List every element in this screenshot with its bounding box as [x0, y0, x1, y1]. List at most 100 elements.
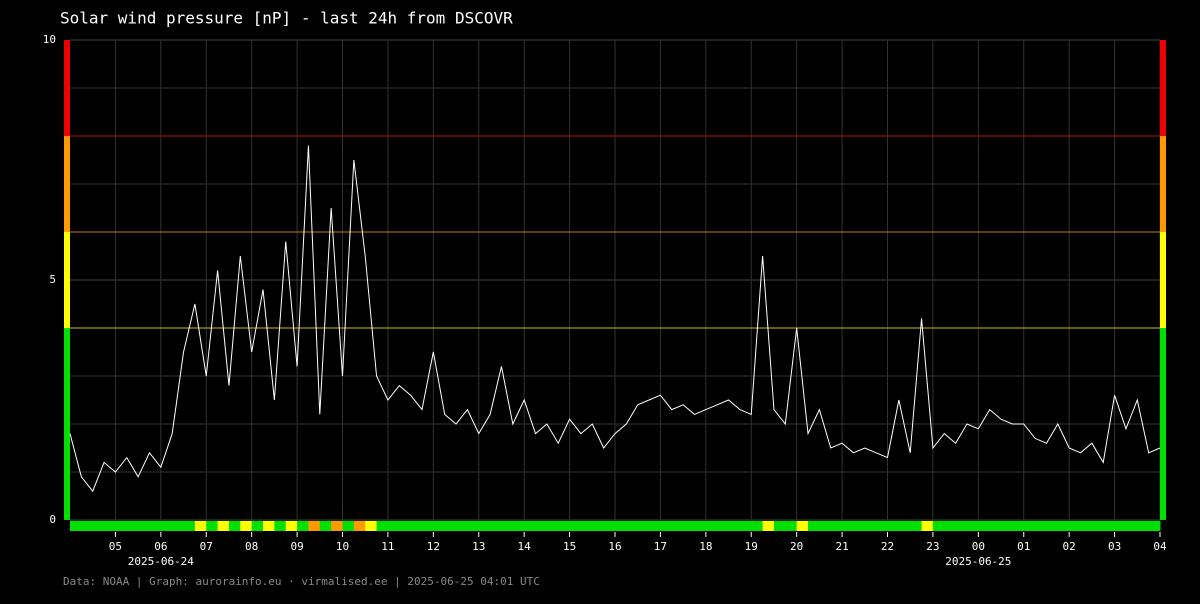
- status-strip: [751, 521, 764, 531]
- status-strip: [649, 521, 661, 531]
- status-strip: [910, 521, 923, 531]
- x-tick-label: 18: [699, 540, 712, 553]
- x-tick-label: 11: [381, 540, 394, 553]
- status-strip: [660, 521, 673, 531]
- status-strip: [819, 521, 832, 531]
- status-strip: [240, 521, 253, 531]
- status-strip: [365, 521, 378, 531]
- x-tick-label: 16: [608, 540, 621, 553]
- status-strip: [580, 521, 593, 531]
- status-strip: [535, 521, 548, 531]
- chart-title: Solar wind pressure [nP] - last 24h from…: [60, 9, 513, 28]
- status-strip: [671, 521, 684, 531]
- status-strip: [433, 521, 446, 531]
- status-strip: [92, 521, 105, 531]
- status-strip: [1103, 521, 1116, 531]
- status-strip: [739, 521, 752, 531]
- x-tick-label: 17: [654, 540, 667, 553]
- x-tick-label: 05: [109, 540, 122, 553]
- status-strip: [104, 521, 116, 531]
- threshold-bar: [1160, 232, 1166, 328]
- x-tick-label: 07: [200, 540, 213, 553]
- line: [69, 145, 1161, 493]
- status-strip: [615, 521, 627, 531]
- status-strip: [456, 521, 468, 531]
- status-strip: [524, 521, 537, 531]
- status-strip: [785, 521, 798, 531]
- x-tick-label: 02: [1063, 540, 1076, 553]
- y-tick-label: 5: [49, 273, 56, 286]
- x-tick-label: 09: [290, 540, 303, 553]
- x-tick-label: 14: [518, 540, 532, 553]
- status-strip: [808, 521, 820, 531]
- status-strip: [444, 521, 457, 531]
- status-strip: [274, 521, 287, 531]
- status-strip: [1137, 521, 1150, 531]
- x-tick-label: 13: [472, 540, 485, 553]
- threshold-bar: [64, 232, 70, 328]
- date-label: 2025-06-25: [945, 555, 1011, 568]
- x-tick-label: 00: [972, 540, 985, 553]
- x-tick-label: 08: [245, 540, 258, 553]
- status-strip: [876, 521, 888, 531]
- status-strip: [773, 521, 786, 531]
- footer: Data: NOAA | Graph: aurorainfo.eu · virm…: [63, 575, 540, 588]
- status-strip: [115, 521, 128, 531]
- x-tick-label: 20: [790, 540, 803, 553]
- threshold-bar: [64, 328, 70, 520]
- status-strip: [932, 521, 945, 531]
- status-strip: [376, 521, 389, 531]
- date-label: 2025-06-24: [128, 555, 195, 568]
- status-strip: [297, 521, 309, 531]
- status-strip: [1046, 521, 1059, 531]
- status-strip: [319, 521, 332, 531]
- status-strip: [263, 521, 275, 531]
- status-strip: [160, 521, 173, 531]
- x-tick-label: 01: [1017, 540, 1030, 553]
- status-strip: [842, 521, 854, 531]
- status-strip: [331, 521, 343, 531]
- status-strip: [1091, 521, 1104, 531]
- status-strip: [138, 521, 150, 531]
- status-strip: [989, 521, 1002, 531]
- y-tick-label: 0: [49, 513, 56, 526]
- x-tick-label: 22: [881, 540, 894, 553]
- status-strip: [921, 521, 934, 531]
- status-strip: [694, 521, 707, 531]
- status-strip: [353, 521, 366, 531]
- x-tick-label: 04: [1153, 540, 1167, 553]
- status-strip: [705, 521, 718, 531]
- status-strip: [149, 521, 162, 531]
- status-strip: [478, 521, 491, 531]
- x-tick-label: 03: [1108, 540, 1121, 553]
- x-tick-label: 12: [427, 540, 440, 553]
- status-strip: [1069, 521, 1082, 531]
- x-tick-label: 15: [563, 540, 576, 553]
- status-strip: [512, 521, 525, 531]
- threshold-bar: [64, 136, 70, 232]
- status-strip: [342, 521, 355, 531]
- x-tick-label: 06: [154, 540, 167, 553]
- status-strip: [637, 521, 650, 531]
- status-strip: [1148, 521, 1161, 531]
- status-strip: [796, 521, 809, 531]
- status-strip: [592, 521, 605, 531]
- status-strip: [410, 521, 423, 531]
- status-strip: [864, 521, 877, 531]
- status-strip: [399, 521, 412, 531]
- status-strip: [172, 521, 185, 531]
- status-strip: [569, 521, 582, 531]
- x-tick-label: 21: [835, 540, 848, 553]
- status-strip: [1114, 521, 1127, 531]
- x-tick-label: 23: [926, 540, 939, 553]
- status-strip: [603, 521, 616, 531]
- status-strip: [966, 521, 979, 531]
- status-strip: [206, 521, 219, 531]
- status-strip: [490, 521, 502, 531]
- status-strip: [762, 521, 775, 531]
- status-strip: [626, 521, 639, 531]
- status-strip: [251, 521, 264, 531]
- status-strip: [501, 521, 514, 531]
- x-tick-label: 10: [336, 540, 349, 553]
